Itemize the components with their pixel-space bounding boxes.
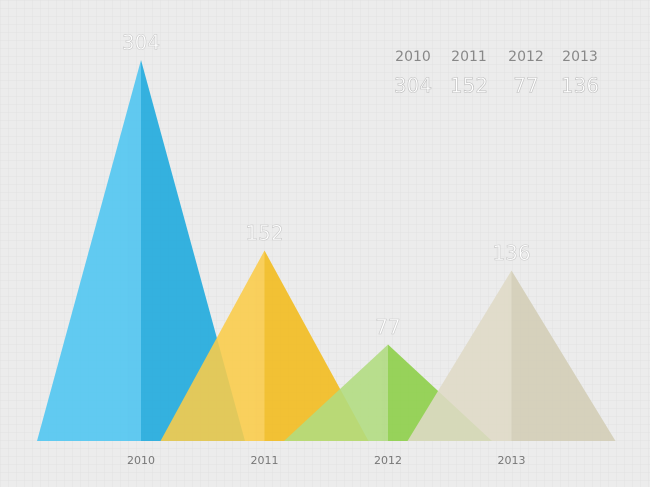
triangle-left (160, 250, 265, 441)
triangle-left (37, 60, 141, 441)
summary-year: 2013 (562, 49, 598, 65)
summary-value: 304 (394, 74, 432, 98)
triangle-right (511, 270, 616, 441)
value-label: 136 (492, 241, 530, 265)
summary-value: 136 (561, 74, 599, 98)
x-tick-label: 2011 (251, 454, 279, 467)
x-tick-label: 2013 (498, 454, 526, 467)
triangle-left (407, 270, 512, 441)
value-label: 152 (245, 221, 283, 245)
x-tick-label: 2012 (374, 454, 402, 467)
x-tick-label: 2010 (127, 454, 155, 467)
summary-year: 2010 (395, 49, 431, 65)
summary-value: 77 (513, 74, 538, 98)
value-label: 77 (375, 315, 400, 339)
triangle (407, 270, 616, 441)
summary-value: 152 (450, 74, 488, 98)
value-label: 304 (122, 31, 160, 55)
triangle-left (284, 344, 388, 441)
summary-year: 2012 (508, 49, 544, 65)
summary-year: 2011 (451, 49, 487, 65)
